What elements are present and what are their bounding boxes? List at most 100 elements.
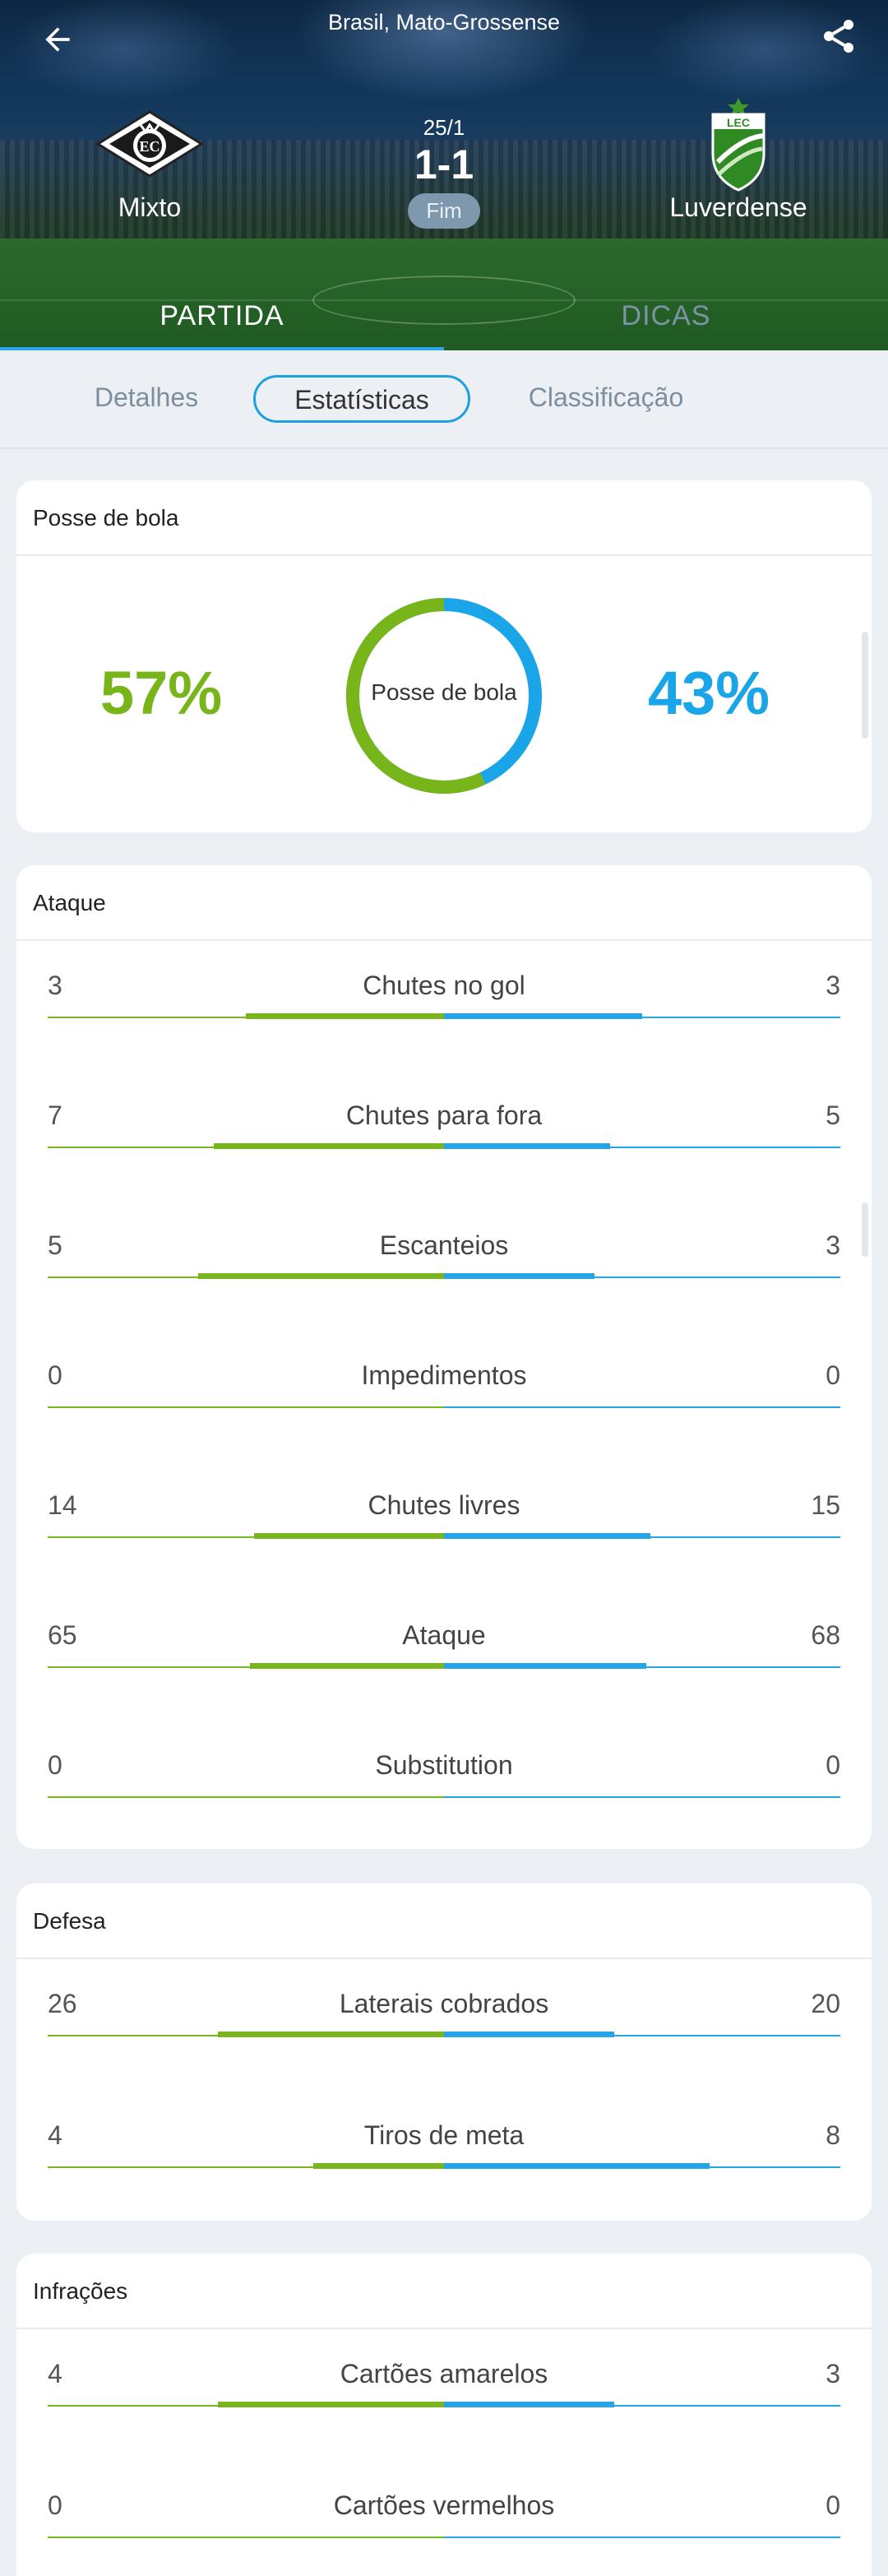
- tab-dicas[interactable]: DICAS: [621, 300, 711, 331]
- stat-label: Cartões vermelhos: [333, 2490, 555, 2520]
- stat-home-bar: [250, 1663, 444, 1669]
- sub-tabs: Detalhes Estatísticas Classificação: [0, 350, 888, 449]
- stat-row: 0 Cartões vermelhos 0: [48, 2487, 840, 2553]
- stat-away-track: [444, 1796, 840, 1798]
- stat-away-bar: [444, 1663, 646, 1669]
- scrollbar[interactable]: [862, 1202, 868, 1257]
- stat-home-bar: [218, 2032, 444, 2037]
- stat-row: 65 Ataque 68: [48, 1617, 840, 1683]
- stat-away-bar: [444, 1533, 650, 1539]
- possession-body: 57% Posse de bola 43%: [16, 556, 872, 831]
- possession-donut-home-arc: [346, 598, 542, 794]
- defense-card: Defesa 26 Laterais cobrados 20 4 Tiros de me…: [16, 1883, 872, 2221]
- stat-row: 4 Cartões amarelos 3: [48, 2356, 840, 2421]
- stat-home-value: 4: [48, 2120, 62, 2150]
- stat-home-value: 0: [48, 1360, 62, 1390]
- attack-card: Ataque 3 Chutes no gol 3 7 Chutes para fora 5…: [16, 865, 872, 1849]
- stat-row: 4 Tiros de meta 8: [48, 2117, 840, 2183]
- stat-away-bar: [444, 2032, 614, 2037]
- stat-away-bar: [444, 1013, 642, 1019]
- stat-row: 26 Laterais cobrados 20: [48, 1985, 840, 2051]
- stat-row: 5 Escanteios 3: [48, 1227, 840, 1293]
- stat-home-bar: [198, 1273, 444, 1279]
- stat-row: 0 Substitution 0: [48, 1747, 840, 1813]
- stat-home-value: 0: [48, 2490, 62, 2520]
- svg-text:LEC: LEC: [727, 116, 750, 129]
- stat-away-track: [444, 2035, 840, 2036]
- possession-donut: [346, 598, 542, 794]
- home-team[interactable]: EC Mixto: [43, 99, 257, 223]
- stat-away-track: [444, 1017, 840, 1018]
- score-box: 25/1 1-1 Fim: [362, 115, 526, 229]
- stat-away-track: [444, 1147, 840, 1148]
- stat-away-bar: [444, 2402, 614, 2407]
- stat-home-value: 7: [48, 1100, 62, 1130]
- stat-home-bar: [313, 2163, 444, 2169]
- stat-away-value: 3: [826, 971, 840, 1000]
- away-team[interactable]: LEC Luverdense: [631, 98, 845, 223]
- stat-away-bar: [444, 1143, 610, 1149]
- possession-donut-label: Posse de bola: [371, 679, 517, 705]
- svg-text:EC: EC: [139, 138, 160, 155]
- match-score: 1-1: [414, 141, 474, 188]
- stat-away-value: 5: [826, 1100, 840, 1130]
- main-tabs: PARTIDA DICAS: [0, 284, 888, 350]
- tab-detalhes[interactable]: Detalhes: [94, 382, 199, 412]
- match-header: Brasil, Mato-Grossense EC Mixto 25/1 1-1…: [0, 0, 888, 350]
- match-status-badge: Fim: [408, 193, 480, 229]
- stat-label: Impedimentos: [361, 1360, 527, 1390]
- home-possession: 57%: [100, 659, 223, 727]
- stat-home-bar: [218, 2402, 444, 2407]
- stat-away-value: 68: [811, 1620, 840, 1650]
- defense-title: Defesa: [16, 1883, 872, 1959]
- attack-title: Ataque: [16, 865, 872, 941]
- tab-estatisticas[interactable]: Estatísticas: [253, 375, 470, 423]
- stat-away-track: [444, 2537, 840, 2538]
- stat-away-value: 0: [826, 1750, 840, 1780]
- share-icon: [824, 20, 853, 53]
- stat-label: Chutes no gol: [363, 971, 525, 1000]
- back-button[interactable]: [36, 18, 79, 61]
- stat-label: Substitution: [375, 1750, 513, 1780]
- stat-away-bar: [444, 1273, 594, 1279]
- stat-home-value: 5: [48, 1230, 62, 1260]
- tab-partida[interactable]: PARTIDA: [0, 284, 444, 350]
- stat-away-value: 20: [811, 1989, 840, 2018]
- stat-label: Cartões amarelos: [340, 2359, 548, 2388]
- stat-label: Ataque: [402, 1620, 486, 1650]
- stat-home-track: [48, 2537, 444, 2538]
- stat-home-bar: [254, 1533, 444, 1539]
- home-team-logo: EC: [92, 99, 207, 189]
- share-button[interactable]: [816, 13, 862, 59]
- stat-row: 7 Chutes para fora 5: [48, 1097, 840, 1163]
- possession-card: Posse de bola 57% Posse de bola 43%: [16, 480, 872, 832]
- stat-away-bar: [444, 2163, 710, 2169]
- stat-away-value: 0: [826, 2490, 840, 2520]
- stat-away-value: 8: [826, 2120, 840, 2150]
- stat-away-value: 15: [811, 1490, 840, 1520]
- league-name: Brasil, Mato-Grossense: [327, 10, 561, 35]
- stat-row: 14 Chutes livres 15: [48, 1487, 840, 1553]
- infractions-title: Infrações: [16, 2254, 872, 2329]
- stat-away-value: 3: [826, 2359, 840, 2388]
- infractions-card: Infrações 4 Cartões amarelos 3 0 Cartões ver…: [16, 2254, 872, 2576]
- away-possession: 43%: [648, 659, 770, 727]
- possession-title: Posse de bola: [16, 480, 872, 556]
- stat-home-track: [48, 2166, 444, 2168]
- stat-home-value: 14: [48, 1490, 77, 1520]
- match-date: 25/1: [423, 115, 465, 140]
- stat-away-track: [444, 2405, 840, 2407]
- stat-away-value: 3: [826, 1230, 840, 1260]
- stat-label: Laterais cobrados: [339, 1989, 549, 2018]
- stat-home-value: 4: [48, 2359, 62, 2388]
- stat-home-track: [48, 1796, 444, 1798]
- stat-label: Escanteios: [379, 1230, 509, 1260]
- stat-home-track: [48, 1406, 444, 1408]
- stat-home-bar: [214, 1143, 444, 1149]
- stat-away-value: 0: [826, 1360, 840, 1390]
- stat-home-value: 65: [48, 1620, 77, 1650]
- scrollbar[interactable]: [862, 632, 868, 739]
- home-team-name: Mixto: [118, 192, 182, 222]
- tab-classificacao[interactable]: Classificação: [528, 382, 684, 412]
- stat-home-track: [48, 1536, 444, 1538]
